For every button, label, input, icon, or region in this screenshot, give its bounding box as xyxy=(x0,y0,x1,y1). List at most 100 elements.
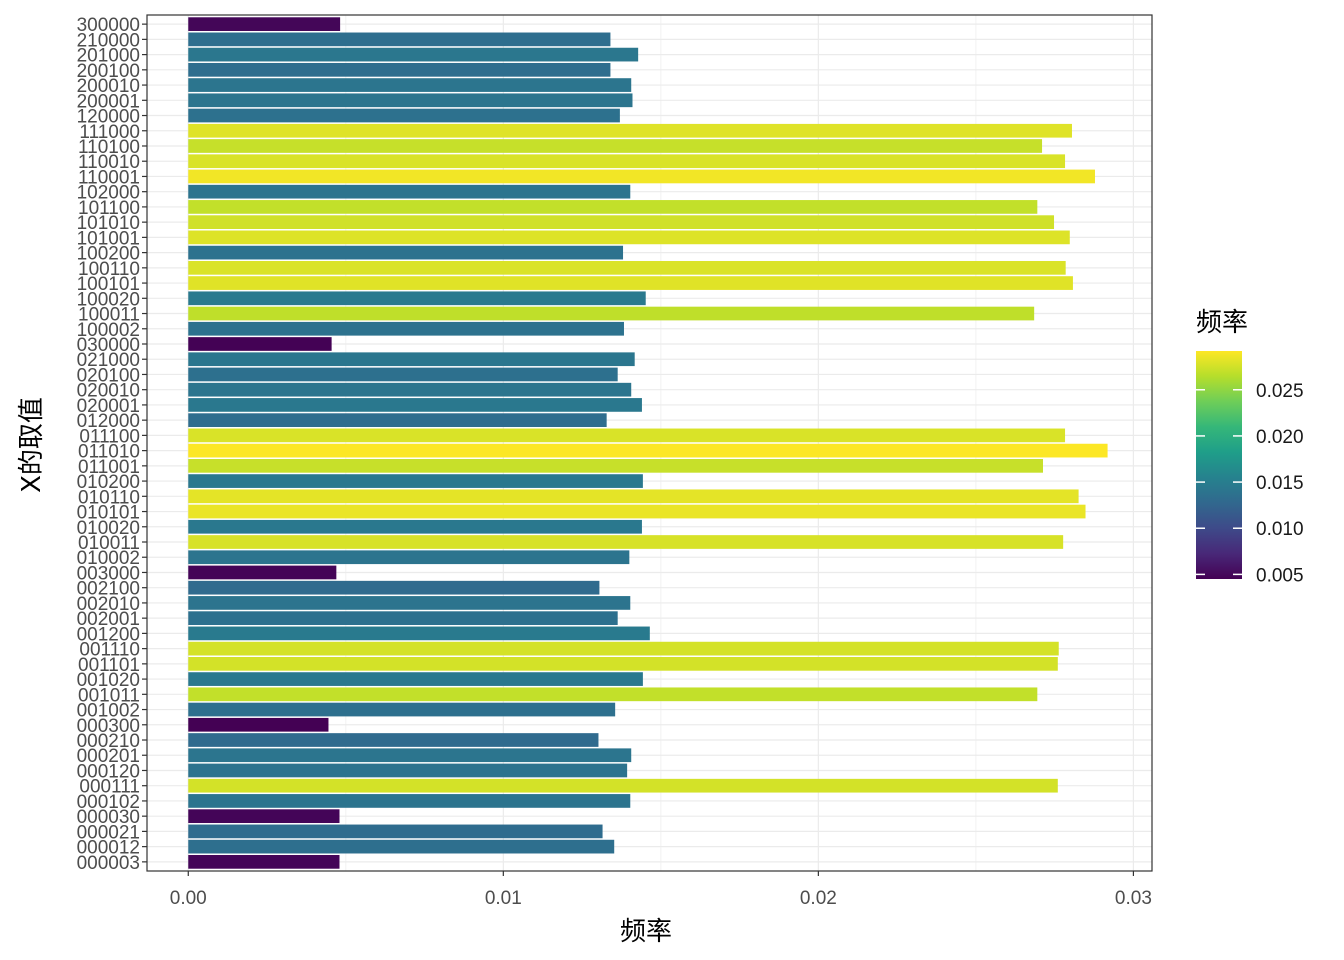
y-tick-label: 100200 xyxy=(77,244,140,265)
y-tick-label: 011100 xyxy=(79,426,140,447)
y-tick-label: 020010 xyxy=(77,381,140,402)
y-tick-label: 001011 xyxy=(78,685,140,706)
legend-colorbar xyxy=(1196,351,1242,579)
bar xyxy=(188,565,337,580)
y-tick-label: 010101 xyxy=(77,503,140,524)
y-tick-label: 020100 xyxy=(77,365,140,386)
bar xyxy=(188,321,624,336)
y-tick-label: 010002 xyxy=(77,548,140,569)
bar xyxy=(188,580,600,595)
y-tick-label: 001200 xyxy=(77,624,140,645)
bar xyxy=(188,672,643,686)
bar xyxy=(188,778,1058,793)
bar xyxy=(188,428,1066,443)
bar xyxy=(188,702,616,717)
bar xyxy=(188,824,603,839)
y-tick-label: 000300 xyxy=(77,716,140,737)
legend-title: 频率 xyxy=(1196,308,1248,338)
bar xyxy=(188,519,642,534)
bar xyxy=(188,260,1066,275)
bar xyxy=(188,596,631,610)
bar xyxy=(188,108,620,123)
bar xyxy=(188,474,643,488)
bar xyxy=(188,306,1035,321)
y-tick-label: 001020 xyxy=(77,670,140,691)
x-axis-title: 频率 xyxy=(620,917,672,947)
y-tick-label: 102000 xyxy=(77,183,140,204)
y-tick-label: 000021 xyxy=(77,822,140,843)
y-tick-label: 030000 xyxy=(77,335,140,356)
y-tick-label: 100110 xyxy=(78,259,140,280)
legend-tick-label: 0.025 xyxy=(1256,381,1304,402)
x-tick-label: 0.02 xyxy=(800,888,837,909)
legend-tick-label: 0.020 xyxy=(1256,427,1304,448)
legend-ticks: 0.005 0.010 0.015 0.020 0.025 xyxy=(1196,381,1304,586)
bars xyxy=(188,17,1108,869)
bar xyxy=(188,657,1058,671)
y-tick-label: 000120 xyxy=(77,761,140,782)
y-axis-title: X的取值 xyxy=(17,397,47,493)
bar xyxy=(188,443,1108,458)
y-tick-label: 300000 xyxy=(77,15,140,36)
y-tick-label: 000102 xyxy=(77,792,140,813)
bar xyxy=(188,748,632,763)
y-tick-label: 020001 xyxy=(77,396,140,417)
bar xyxy=(188,535,1064,549)
bar xyxy=(188,17,341,31)
y-tick-label: 001110 xyxy=(79,640,140,661)
bar xyxy=(188,458,1043,473)
bar xyxy=(188,839,615,854)
bar xyxy=(188,382,632,397)
y-tick-label: 010110 xyxy=(78,487,140,508)
legend-tick-label: 0.005 xyxy=(1256,565,1304,586)
y-tick-label: 000111 xyxy=(79,777,140,798)
y-tick-label: 120000 xyxy=(77,107,140,128)
y-tick-label: 011001 xyxy=(78,457,140,478)
bar xyxy=(188,230,1070,245)
y-tick-label: 100101 xyxy=(77,274,140,295)
bar xyxy=(188,184,631,199)
x-tick-label: 0.01 xyxy=(485,888,522,909)
bar xyxy=(188,550,630,565)
bar xyxy=(188,139,1043,153)
legend-tick-label: 0.010 xyxy=(1256,519,1304,540)
bar xyxy=(188,352,635,367)
bar xyxy=(188,47,639,62)
y-tick-label: 011010 xyxy=(78,442,140,463)
bar xyxy=(188,32,611,47)
y-tick-label: 101100 xyxy=(78,198,140,219)
bar xyxy=(188,291,646,306)
y-tick-label: 101010 xyxy=(77,213,140,234)
bar xyxy=(188,93,633,108)
y-tick-label: 200010 xyxy=(77,76,140,97)
y-tick-label: 010200 xyxy=(77,472,140,493)
bar xyxy=(188,78,632,92)
y-tick-label: 000003 xyxy=(77,853,140,874)
y-axis-ticks: 3000002100002010002001002000102000011200… xyxy=(77,15,147,874)
y-tick-label: 111000 xyxy=(79,122,140,143)
y-tick-label: 002001 xyxy=(77,609,140,630)
bar xyxy=(188,641,1059,656)
bar xyxy=(188,794,631,808)
y-tick-label: 110010 xyxy=(78,152,140,173)
bar xyxy=(188,733,599,747)
bar xyxy=(188,611,618,626)
bar xyxy=(188,276,1073,290)
y-tick-label: 010011 xyxy=(78,533,140,554)
bar xyxy=(188,504,1086,519)
y-tick-label: 003000 xyxy=(77,563,140,584)
y-tick-label: 100020 xyxy=(77,289,140,310)
y-tick-label: 000030 xyxy=(77,807,140,828)
y-tick-label: 200100 xyxy=(77,61,140,82)
y-tick-label: 200001 xyxy=(77,91,140,112)
y-tick-label: 110100 xyxy=(78,137,140,158)
bar xyxy=(188,398,642,412)
legend-tick-label: 0.015 xyxy=(1256,473,1304,494)
bar xyxy=(188,489,1079,504)
bar xyxy=(188,717,329,732)
y-tick-label: 110001 xyxy=(78,167,140,188)
y-tick-label: 000201 xyxy=(77,746,140,767)
bar xyxy=(188,367,618,382)
x-axis-ticks: 0.00 0.01 0.02 0.03 xyxy=(170,871,1152,909)
bar xyxy=(188,413,607,428)
